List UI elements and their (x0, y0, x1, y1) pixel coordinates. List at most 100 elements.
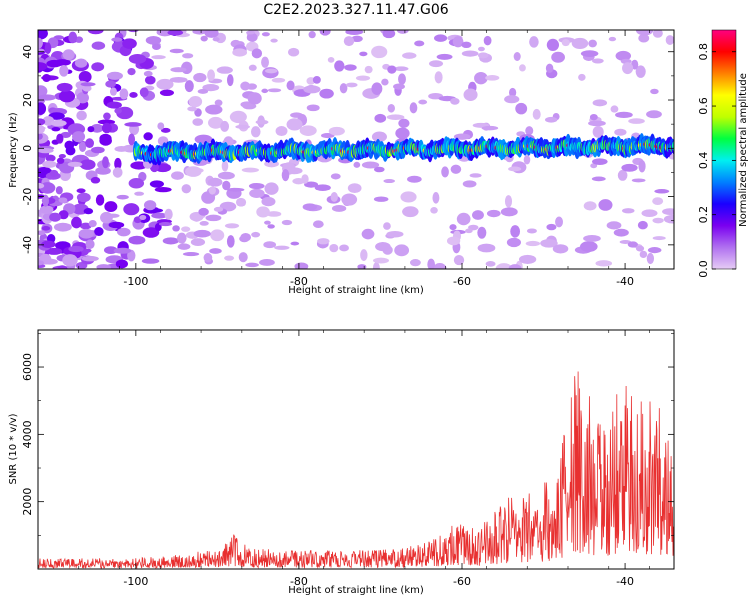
spectrogram-noise-cell (546, 223, 557, 231)
spectrogram-noise-cell (59, 65, 69, 77)
spectrogram-noise-cell (555, 216, 563, 228)
spectrogram-noise-cell (114, 157, 122, 170)
spectrogram-noise-cell (38, 230, 46, 236)
spectrogram-noise-cell (78, 71, 92, 83)
y-tick-label: 0 (21, 145, 34, 152)
spectrogram-noise-cell (663, 214, 674, 224)
spectrogram-noise-cell (207, 177, 223, 187)
spectrogram-noise-cell (159, 89, 174, 97)
spectrogram-noise-cell (652, 236, 666, 241)
spectrogram-noise-cell (210, 229, 225, 242)
spectrogram-noise-cell (303, 85, 321, 94)
spectrogram-noise-cell (294, 262, 309, 269)
spectrogram-noise-cell (339, 244, 349, 252)
spectrogram-noise-cell (39, 205, 54, 215)
spectrogram-noise-cell (614, 128, 627, 136)
spectrogram-noise-cell (187, 106, 198, 112)
spectrogram-noise-cell (650, 88, 659, 95)
spectrogram-noise-cell (583, 201, 597, 211)
spectrogram-noise-cell (627, 241, 638, 248)
spectrogram-noise-cell (91, 146, 105, 154)
spectrogram-noise-cell (345, 82, 358, 88)
spectrogram-noise-cell (265, 68, 278, 74)
spectrogram-noise-cell (250, 126, 261, 138)
spectrogram-noise-cell (156, 78, 174, 90)
spectrogram-noise-cell (551, 51, 565, 63)
spectrogram-noise-cell (202, 84, 220, 92)
spectrogram-noise-cell (461, 50, 479, 57)
spectrogram-noise-cell (371, 131, 387, 143)
spectrogram-noise-cell (245, 262, 259, 268)
spectrogram-noise-cell (430, 206, 438, 214)
spectrogram-noise-cell (261, 32, 270, 37)
spectrogram-noise-cell (483, 35, 492, 46)
spectrogram-noise-cell (462, 180, 477, 188)
spectrogram-noise-cell (204, 30, 219, 38)
spectrogram-noise-cell (592, 99, 608, 107)
y-tick-label: -20 (21, 188, 34, 206)
spectrogram-noise-cell (127, 67, 136, 76)
spectrogram-noise-cell (314, 184, 331, 191)
x-tick-label: -80 (290, 575, 308, 588)
spectrogram-noise-cell (383, 222, 391, 230)
spectrogram-noise-cell (608, 36, 617, 42)
spectrogram-noise-cell (95, 194, 105, 206)
spectrogram-noise-cell (519, 64, 526, 72)
spectrogram-noise-cell (598, 199, 613, 211)
spectrogram-noise-cell (88, 219, 97, 228)
spectrogram-noise-cell (128, 53, 147, 64)
spectrogram-noise-cell (80, 82, 96, 87)
spectrogram-noise-cell (591, 58, 604, 64)
spectrogram-noise-cell (281, 219, 293, 226)
colorbar-tick-label: 0.6 (697, 97, 710, 115)
spectrogram-noise-cell (83, 208, 94, 215)
spectrogram-noise-cell (99, 135, 112, 146)
y-tick-label: 4000 (21, 420, 34, 448)
spectrogram-noise-cell (465, 228, 473, 234)
snr-x-label: Height of straight line (km) (288, 585, 424, 596)
spectrogram-noise-cell (646, 110, 662, 119)
colorbar-tick-label: 0.8 (697, 43, 710, 61)
spectrogram-noise-cell (224, 255, 235, 261)
spectrogram-noise-cell (463, 88, 478, 101)
spectrogram-noise-cell (635, 65, 646, 78)
spectrogram-noise-cell (157, 122, 165, 130)
colorbar-tick-label: 0.0 (697, 260, 710, 278)
spectrogram-noise-cell (361, 228, 375, 240)
spectrogram-noise-cell (192, 30, 208, 35)
spectrogram-noise-cell (38, 37, 43, 49)
spectrogram-noise-cell (515, 102, 528, 115)
spectrogram-noise-cell (97, 119, 116, 125)
spectrogram-noise-cell (591, 176, 606, 182)
spectrogram-noise-cell (427, 258, 435, 269)
spectrogram-noise-cell (654, 189, 670, 194)
spectrogram-noise-cell (45, 247, 63, 255)
colorbar-frame (711, 29, 737, 270)
spectrogram-noise-cell (149, 180, 164, 188)
spectrogram-noise-cell (251, 231, 261, 238)
spectrogram-noise-cell (65, 146, 76, 156)
spectrogram-noise-cell (329, 243, 339, 253)
spectrogram-noise-cell (274, 245, 290, 250)
spectrogram-noise-cell (636, 30, 654, 36)
spectrogram-noise-cell (432, 192, 440, 204)
spectrogram-noise-cell (485, 261, 496, 267)
spectrogram-noise-cell (495, 263, 513, 269)
spectrogram-noise-cell (665, 35, 674, 45)
spectrogram-noise-cell (67, 161, 83, 167)
spectrogram-noise-cell (58, 197, 68, 203)
spectrogram-noise-cell (207, 69, 215, 82)
spectrogram-noise-cell (58, 90, 76, 103)
spectrogram-noise-cell (341, 193, 358, 206)
spectrogram-noise-cell (38, 124, 45, 134)
spectrogram-noise-cell (486, 209, 501, 218)
spectrogram-noise-cell (95, 166, 111, 175)
spectrogram-noise-cell (246, 30, 255, 35)
spectrogram-noise-cell (240, 232, 251, 242)
spectrogram-noise-cell (281, 169, 290, 182)
spectrogram-noise-cell (246, 32, 258, 42)
spectrogram-noise-cell (321, 133, 335, 139)
spectrogram-noise-cell (481, 125, 499, 131)
spectrogram-noise-cell (251, 48, 263, 59)
spectrogram-noise-cell (123, 203, 140, 216)
